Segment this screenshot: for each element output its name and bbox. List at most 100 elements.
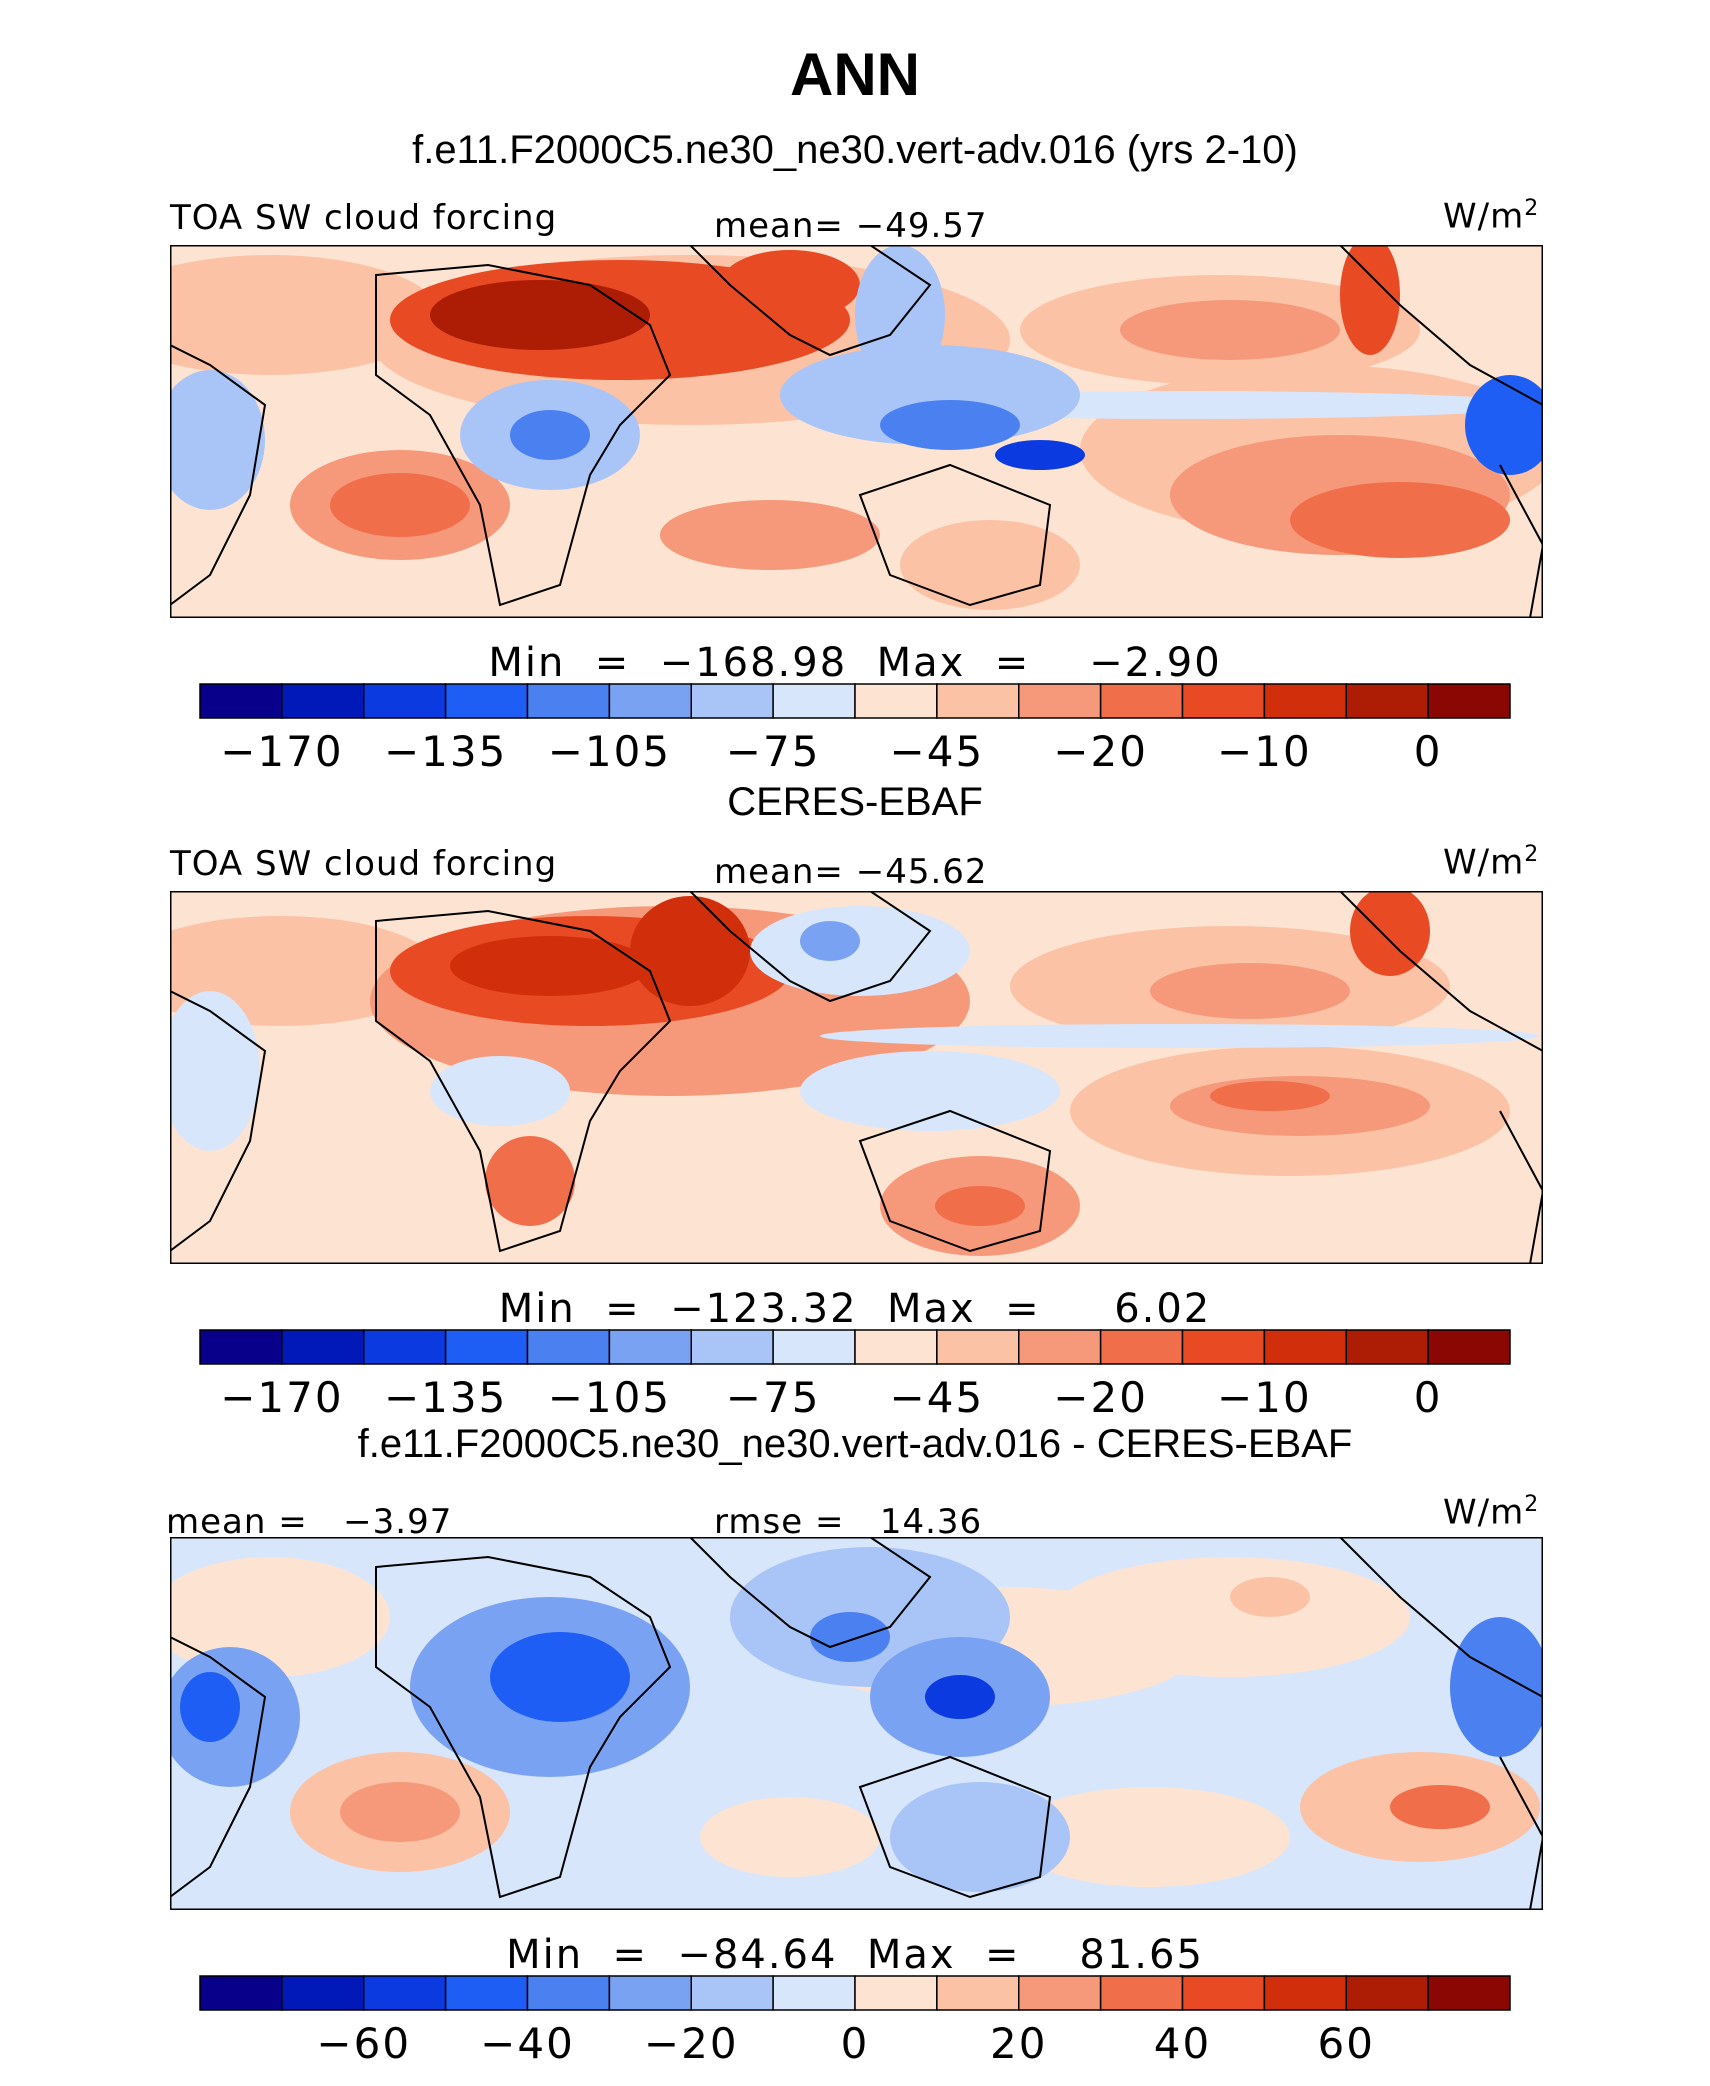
panel3-field-borneo	[925, 1675, 995, 1719]
panel1-colorbar-swatch	[936, 683, 1020, 719]
panel1-colorbar-swatch	[444, 683, 529, 719]
panel2-colorbar-swatch	[526, 1329, 611, 1365]
panel2-colorbar-swatch	[1018, 1329, 1102, 1365]
panel2-field-itcz	[820, 1024, 1540, 1048]
panel1-colorbar: −170 −135 −105 −75 −45 −20 −10 0	[199, 683, 1511, 776]
panel3-field-nepac-core	[1230, 1577, 1310, 1617]
panel1-colorbar-tick-label: −75	[726, 727, 821, 776]
panel2-field-china-core	[800, 921, 860, 961]
panel3-mean-label: mean = −3.97	[166, 1502, 453, 1542]
panel1-field-sahara-core	[430, 280, 650, 350]
panel2-coast-africa	[375, 909, 672, 1253]
panel1-colorbar-tick-label: −105	[548, 727, 671, 776]
panel1-coast-americas	[1339, 245, 1543, 618]
panel2-colorbar-swatch	[854, 1329, 938, 1365]
panel1-colorbar-tick-label: 0	[1414, 727, 1443, 776]
panel2-field-nepac-core	[1150, 963, 1350, 1019]
panel3-colorbar-swatch	[1018, 1975, 1102, 2011]
panel1-field-panama	[1465, 375, 1543, 475]
panel1-colorbar-swatch	[690, 683, 774, 719]
main-title: ANN	[790, 41, 920, 108]
panel3-field-india-core	[810, 1612, 890, 1662]
panel3-field-sepac-core	[1390, 1785, 1490, 1829]
panel2-field-china	[750, 906, 970, 996]
panel2-field-sahara-core	[450, 936, 650, 996]
panel1-colorbar-tick-label: −135	[384, 727, 507, 776]
panel2-colorbar-swatch	[444, 1329, 529, 1365]
panel1-units-exp: 2	[1524, 196, 1540, 221]
panel3-colorbar-swatch	[936, 1975, 1020, 2011]
panel1-field-newguinea	[995, 440, 1085, 470]
panel1-caption: f.e11.F2000C5.ne30_ne30.vert-adv.016 (yr…	[412, 128, 1298, 172]
panel3-field-panama	[1450, 1617, 1543, 1757]
panel2-units-base: W/m	[1443, 842, 1525, 883]
panel1-units-base: W/m	[1443, 196, 1525, 237]
panel2-colorbar-swatch	[199, 1329, 283, 1365]
panel1-units: W/m2	[1443, 196, 1539, 236]
panel3-field-amazon-core	[180, 1672, 240, 1742]
panel3-field-natl	[170, 1557, 390, 1677]
panel3-field-australia	[890, 1782, 1070, 1892]
panel2-colorbar-swatch	[1345, 1329, 1429, 1365]
panel2-colorbar: −170 −135 −105 −75 −45 −20 −10 0	[199, 1329, 1511, 1422]
panel2-colorbar-tick-label: −105	[548, 1373, 671, 1422]
panel1-colorbar-tick-label: −10	[1217, 727, 1312, 776]
panel3-colorbar-swatch	[199, 1975, 283, 2011]
panel3-caption: f.e11.F2000C5.ne30_ne30.vert-adv.016 - C…	[357, 1422, 1353, 1466]
panel2-mean-label: mean= −45.62	[714, 852, 988, 892]
panel2-colorbar-swatch	[936, 1329, 1020, 1365]
panel3-colorbar-swatch	[1263, 1975, 1347, 2011]
panel1-colorbar-swatch	[772, 683, 856, 719]
panel2-colorbar-tick-label: −135	[384, 1373, 507, 1422]
panel2-colorbar-tick-label: −10	[1217, 1373, 1312, 1422]
panel2-field-australia-core	[935, 1186, 1025, 1226]
panel2-colorbar-swatch	[281, 1329, 365, 1365]
panel1-colorbar-swatch	[363, 683, 447, 719]
panel1-colorbar-swatch	[199, 683, 283, 719]
panel2-colorbar-swatch	[1263, 1329, 1347, 1365]
panel3-field-satl-core	[340, 1782, 460, 1842]
panel1-field-sio	[660, 500, 880, 570]
panel2-units-exp: 2	[1524, 842, 1540, 867]
panel1-colorbar-tick-label: −45	[890, 727, 985, 776]
panel3-colorbar-swatch	[444, 1975, 529, 2011]
panel1-coast-australia	[858, 463, 1052, 607]
panel2-colorbar-swatch	[608, 1329, 692, 1365]
panel2-field-maritime	[800, 1051, 1060, 1131]
panel2-colorbar-tick-label: −170	[220, 1373, 343, 1422]
panel1-field-australia	[900, 520, 1080, 610]
panel3-colorbar-tick-label: −20	[644, 2019, 739, 2068]
panel3-colorbar-swatch	[854, 1975, 938, 2011]
panel1-field-nepac-core	[1120, 300, 1340, 360]
panel2-colorbar-swatch	[772, 1329, 856, 1365]
panel1-field-maritime	[880, 400, 1020, 450]
panel1-colorbar-tick-label: −170	[220, 727, 343, 776]
panel2-colorbar-swatch	[690, 1329, 774, 1365]
panel3-colorbar-tick-label: 40	[1154, 2019, 1211, 2068]
panel1-colorbar-swatch	[1018, 683, 1102, 719]
panel3-coast-africa	[375, 1555, 672, 1899]
panel1-map	[170, 245, 1543, 618]
panel3-units-base: W/m	[1443, 1492, 1525, 1533]
panel2-min-max: Min = −123.32 Max = 6.02	[498, 1286, 1212, 1332]
panel2-colorbar-tick-label: −75	[726, 1373, 821, 1422]
panel2-colorbar-tick-label: 0	[1414, 1373, 1443, 1422]
panel3-colorbar-swatch	[1099, 1975, 1184, 2011]
panel3-coast-australia	[858, 1755, 1052, 1899]
panel2-map	[170, 891, 1543, 1264]
panel3-map-frame	[170, 1537, 1543, 1910]
panel3-map	[170, 1537, 1543, 1910]
panel1-field-satl-core	[330, 473, 470, 537]
panel3-colorbar: −60 −40 −20 0 20 40 60	[199, 1975, 1511, 2068]
panel1-min-max: Min = −168.98 Max = −2.90	[488, 640, 1222, 686]
panel3-units: W/m2	[1443, 1492, 1539, 1532]
panel3-colorbar-swatch	[690, 1975, 774, 2011]
panel1-coast-asia	[689, 245, 932, 357]
panel3-field-sio	[700, 1797, 880, 1877]
panel2-field-mexico	[1350, 891, 1430, 976]
panel2-colorbar-swatch	[363, 1329, 447, 1365]
panel1-colorbar-swatch	[1345, 683, 1429, 719]
panel3-field-nepac	[1050, 1557, 1410, 1677]
panel2-map-frame	[170, 891, 1543, 1264]
panel3-colorbar-tick-label: −60	[316, 2019, 411, 2068]
